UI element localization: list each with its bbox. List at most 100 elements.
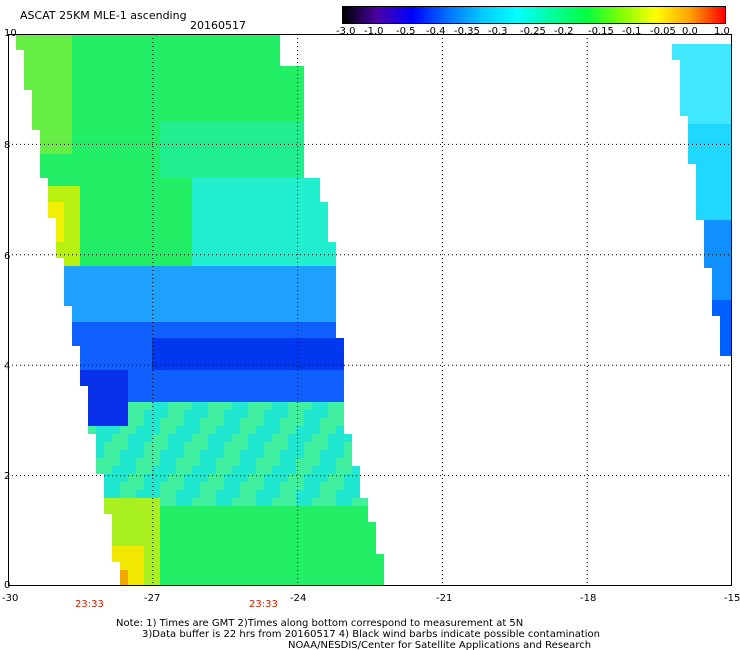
swath-cell [240,82,248,90]
swath-cell [208,34,216,42]
swath-cell [288,546,296,554]
swath-cell [240,178,248,186]
swath-cell [152,498,160,506]
swath-cell [224,170,232,178]
swath-cell [232,50,240,58]
swath-cell [128,514,136,522]
swath-cell [328,290,336,298]
swath-cell [80,354,88,362]
swath-cell [264,378,272,386]
swath-cell [184,442,192,450]
swath-cell [232,514,240,522]
swath-cell [104,74,112,82]
swath-cell [328,282,336,290]
swath-cell [232,202,240,210]
swath-cell [312,202,320,210]
swath-cell [112,242,120,250]
swath-cell [120,162,128,170]
swath-cell [352,570,360,578]
swath-cell [240,298,248,306]
swath-cell [56,66,64,74]
swath-cell [192,482,200,490]
swath-cell [224,506,232,514]
swath-cell [272,386,280,394]
swath-cell [256,314,264,322]
swath-cell [304,354,312,362]
swath-cell [224,130,232,138]
swath-cell [720,44,728,52]
swath-cell [160,298,168,306]
swath-cell [112,538,120,546]
swath-cell [280,554,288,562]
colorbar-tick: -0.4 [426,26,446,37]
swath-cell [248,386,256,394]
swath-cell [72,282,80,290]
swath-cell [48,146,56,154]
swath-cell [120,194,128,202]
swath-cell [144,42,152,50]
swath-cell [72,266,80,274]
swath-cell [96,186,104,194]
swath-cell [320,378,328,386]
swath-cell [696,132,704,140]
swath-cell [224,450,232,458]
swath-cell [88,106,96,114]
swath-cell [104,442,112,450]
swath-cell [112,554,120,562]
swath-cell [280,434,288,442]
swath-cell [728,164,732,172]
swath-cell [104,458,112,466]
swath-cell [256,426,264,434]
swath-cell [712,292,720,300]
swath-cell [96,306,104,314]
swath-cell [352,538,360,546]
swath-cell [168,490,176,498]
swath-cell [232,346,240,354]
swath-cell [256,434,264,442]
swath-cell [280,114,288,122]
swath-cell [88,50,96,58]
swath-cell [288,226,296,234]
swath-cell [80,258,88,266]
swath-cell [80,122,88,130]
swath-cell [368,570,376,578]
swath-cell [696,180,704,188]
swath-cell [128,138,136,146]
swath-cell [80,330,88,338]
swath-cell [128,402,136,410]
swath-cell [720,316,728,324]
pass-time-label: 23:33 [75,599,104,610]
swath-cell [288,74,296,82]
swath-cell [232,218,240,226]
swath-cell [120,466,128,474]
swath-cell [264,370,272,378]
swath-cell [304,442,312,450]
swath-cell [80,266,88,274]
swath-cell [240,562,248,570]
swath-cell [280,378,288,386]
swath-cell [80,162,88,170]
swath-cell [264,458,272,466]
swath-cell [296,282,304,290]
swath-cell [248,330,256,338]
swath-cell [272,322,280,330]
swath-cell [200,178,208,186]
swath-cell [64,274,72,282]
swath-cell [264,210,272,218]
swath-cell [224,98,232,106]
swath-cell [168,250,176,258]
swath-cell [304,202,312,210]
swath-cell [200,218,208,226]
swath-cell [192,122,200,130]
swath-cell [136,266,144,274]
swath-cell [712,188,720,196]
swath-cell [264,322,272,330]
swath-cell [216,338,224,346]
swath-cell [120,554,128,562]
swath-cell [192,546,200,554]
swath-cell [104,314,112,322]
swath-cell [248,570,256,578]
swath-cell [728,292,732,300]
swath-cell [328,434,336,442]
swath-cell [288,90,296,98]
